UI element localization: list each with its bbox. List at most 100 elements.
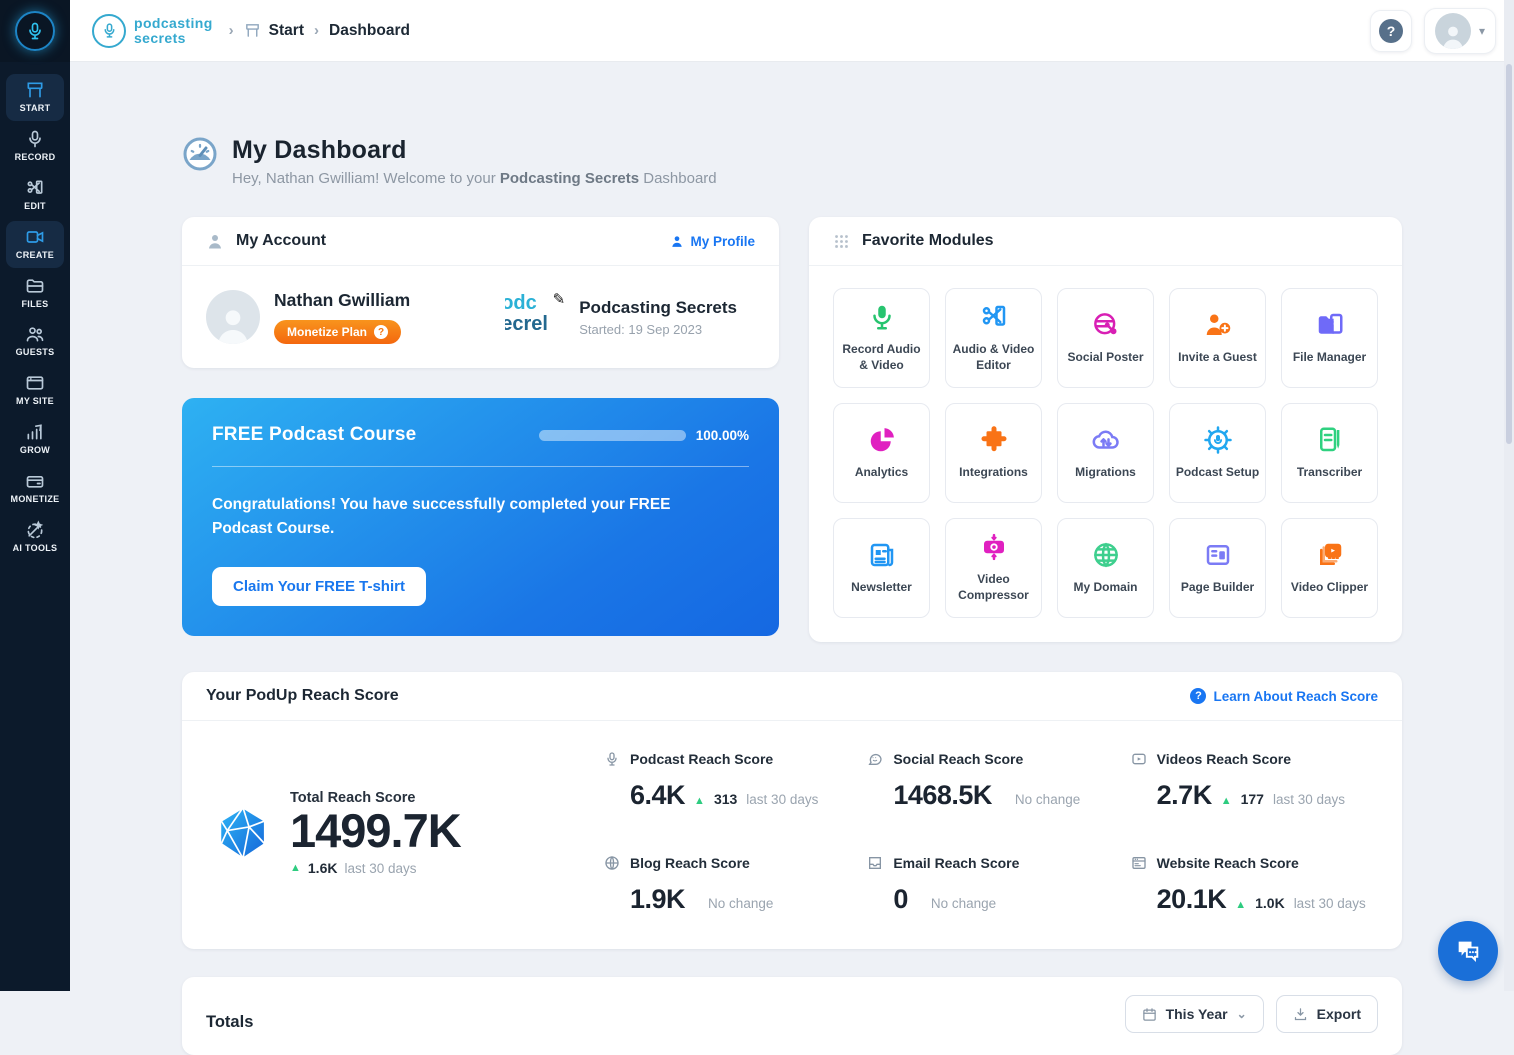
sidebar-item-guests[interactable]: GUESTS: [6, 318, 64, 365]
sidebar-item-label: FILES: [21, 300, 48, 310]
my-site-icon: [25, 373, 45, 393]
newsletter-icon: [867, 540, 897, 570]
module-social-poster[interactable]: Social Poster: [1057, 288, 1154, 388]
reach-score-title: Your PodUp Reach Score: [206, 687, 399, 705]
help-button[interactable]: ?: [1370, 10, 1412, 52]
module-page-builder[interactable]: Page Builder: [1169, 518, 1266, 618]
calendar-icon: [1142, 1007, 1157, 1022]
download-icon: [1293, 1007, 1308, 1022]
favorite-modules-card: Favorite Modules Record Audio & Video Au…: [809, 217, 1402, 642]
edit-pencil-icon[interactable]: ✎: [553, 293, 566, 308]
blog-globe-icon: [604, 855, 620, 871]
breadcrumb-start[interactable]: Start: [244, 22, 304, 40]
trend-up-icon: ▲: [1235, 899, 1246, 911]
plan-badge[interactable]: Monetize Plan ?: [274, 320, 401, 344]
sidebar-item-monetize[interactable]: MONETIZE: [6, 465, 64, 512]
migrations-cloud-icon: [1091, 425, 1121, 455]
user-avatar: [1435, 13, 1471, 49]
sidebar-item-edit[interactable]: EDIT: [6, 172, 64, 219]
sidebar-item-ai-tools[interactable]: AI TOOLS: [6, 514, 64, 561]
show-started-date: Started: 19 Sep 2023: [579, 322, 737, 337]
module-audio-video-editor[interactable]: Audio & Video Editor: [945, 288, 1042, 388]
files-icon: [25, 276, 45, 296]
social-poster-icon: [1091, 310, 1121, 340]
module-analytics[interactable]: Analytics: [833, 403, 930, 503]
account-name: Nathan Gwilliam: [274, 290, 410, 311]
divider: [212, 466, 749, 467]
brand-logo[interactable]: podcasting secrets: [92, 14, 213, 48]
sidebar-logo[interactable]: [0, 0, 70, 62]
module-label: File Manager: [1293, 350, 1366, 366]
show-logo-thumbnail: odc ecrel ✎: [505, 293, 567, 341]
trend-up-icon: ▲: [694, 795, 705, 807]
website-browser-icon: [1131, 855, 1147, 871]
module-label: Migrations: [1075, 465, 1136, 481]
total-reach-block: Total Reach Score 1499.7K ▲ 1.6K last 30…: [214, 790, 604, 877]
export-button[interactable]: Export: [1276, 995, 1378, 1033]
date-range-button[interactable]: This Year ⌄: [1125, 995, 1264, 1033]
create-icon: [25, 227, 45, 247]
video-clipper-icon: [1315, 540, 1345, 570]
module-file-manager[interactable]: File Manager: [1281, 288, 1378, 388]
start-flag-icon: [244, 22, 261, 39]
dashboard-gauge-icon: [182, 136, 218, 172]
ai-tools-icon: [25, 520, 45, 540]
scrollbar-thumb[interactable]: [1506, 64, 1512, 444]
page-header: My Dashboard Hey, Nathan Gwilliam! Welco…: [182, 136, 1402, 187]
module-label: Integrations: [959, 465, 1028, 481]
sidebar-item-record[interactable]: RECORD: [6, 123, 64, 170]
chat-bubbles-icon: [1454, 937, 1482, 965]
record-icon: [25, 129, 45, 149]
learn-reach-score-link[interactable]: ? Learn About Reach Score: [1190, 688, 1378, 704]
file-manager-icon: [1315, 310, 1345, 340]
grid-icon: [833, 233, 850, 250]
reach-stats-grid: Podcast Reach Score 6.4K ▲ 313 last 30 d…: [604, 751, 1378, 915]
sidebar-nav: START RECORD EDIT CREATE FILES GUESTS MY…: [0, 62, 70, 561]
module-integrations[interactable]: Integrations: [945, 403, 1042, 503]
brand-wordmark: podcasting secrets: [134, 16, 213, 45]
module-label: Newsletter: [851, 580, 912, 596]
breadcrumb-current[interactable]: Dashboard: [329, 22, 410, 40]
module-invite-a-guest[interactable]: Invite a Guest: [1169, 288, 1266, 388]
sidebar-item-create[interactable]: CREATE: [6, 221, 64, 268]
sidebar-item-label: MY SITE: [16, 397, 54, 407]
sidebar-item-files[interactable]: FILES: [6, 270, 64, 317]
monetize-icon: [25, 471, 45, 491]
chevron-down-icon: ▾: [1479, 24, 1485, 38]
course-title: FREE Podcast Course: [212, 424, 416, 446]
stat-podcast-reach: Podcast Reach Score 6.4K ▲ 313 last 30 d…: [604, 751, 851, 811]
sidebar-item-my-site[interactable]: MY SITE: [6, 367, 64, 414]
sidebar-item-label: CREATE: [16, 251, 54, 261]
module-label: Invite a Guest: [1178, 350, 1257, 366]
sidebar: START RECORD EDIT CREATE FILES GUESTS MY…: [0, 0, 70, 991]
module-podcast-setup[interactable]: Podcast Setup: [1169, 403, 1266, 503]
page-scrollbar[interactable]: [1504, 0, 1514, 991]
modules-grid: Record Audio & Video Audio & Video Edito…: [809, 266, 1402, 642]
chevron-down-icon: ⌄: [1237, 1007, 1247, 1021]
brand-word-2: secrets: [134, 31, 213, 45]
person-icon: [1438, 21, 1468, 49]
module-video-clipper[interactable]: Video Clipper: [1281, 518, 1378, 618]
module-video-compressor[interactable]: Video Compressor: [945, 518, 1042, 618]
total-reach-value: 1499.7K: [290, 806, 461, 857]
sidebar-item-grow[interactable]: GROW: [6, 416, 64, 463]
reach-score-card: Your PodUp Reach Score ? Learn About Rea…: [182, 672, 1402, 949]
claim-tshirt-button[interactable]: Claim Your FREE T-shirt: [212, 567, 426, 606]
module-newsletter[interactable]: Newsletter: [833, 518, 930, 618]
module-my-domain[interactable]: My Domain: [1057, 518, 1154, 618]
module-migrations[interactable]: Migrations: [1057, 403, 1154, 503]
user-menu-button[interactable]: ▾: [1424, 8, 1496, 54]
show-name: Podcasting Secrets: [579, 298, 737, 318]
sidebar-item-start[interactable]: START: [6, 74, 64, 121]
sidebar-item-label: AI TOOLS: [13, 544, 58, 554]
module-record-audio-video[interactable]: Record Audio & Video: [833, 288, 930, 388]
brand-mic-icon: [15, 11, 55, 51]
grow-icon: [25, 422, 45, 442]
person-icon: [211, 302, 255, 344]
my-profile-link[interactable]: My Profile: [670, 234, 755, 249]
chat-widget-button[interactable]: [1438, 921, 1498, 981]
course-message: Congratulations! You have successfully c…: [212, 493, 717, 541]
my-account-card: My Account My Profile Nathan Gwilliam: [182, 217, 779, 368]
module-transcriber[interactable]: Transcriber: [1281, 403, 1378, 503]
start-icon: [25, 80, 45, 100]
